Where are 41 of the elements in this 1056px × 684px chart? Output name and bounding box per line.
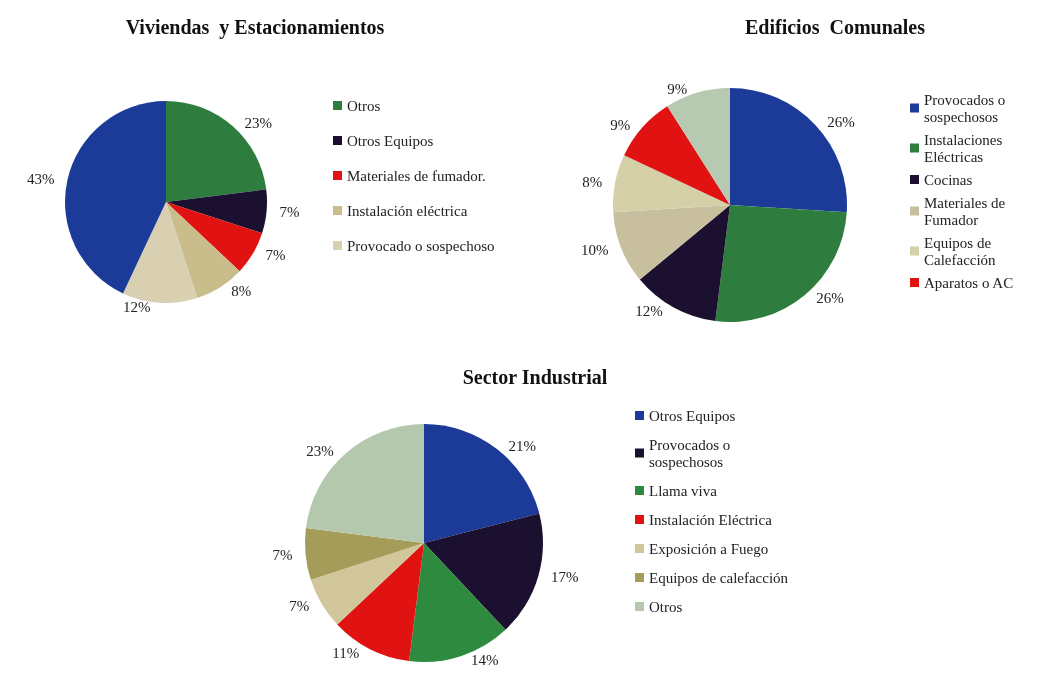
legend-label: Instalación Eléctrica bbox=[649, 511, 773, 528]
chart-title: Viviendas y Estacionamientos bbox=[125, 16, 385, 39]
data-label: 7% bbox=[272, 546, 293, 563]
data-label: 8% bbox=[231, 282, 252, 299]
data-label: 43% bbox=[27, 171, 55, 188]
legend-label: Otros bbox=[649, 598, 683, 615]
legend-label: Instalaciones Eléctricas bbox=[924, 131, 1007, 165]
data-label: 26% bbox=[816, 290, 844, 307]
legend-label: Otros Equipos bbox=[649, 407, 736, 424]
data-label: 23% bbox=[244, 115, 272, 132]
data-label: 10% bbox=[581, 241, 609, 258]
legend-label: Equipos de calefacción bbox=[649, 569, 789, 586]
data-label: 21% bbox=[508, 437, 536, 454]
legend-label: Aparatos o AC bbox=[924, 274, 1014, 291]
data-label: 14% bbox=[471, 651, 499, 668]
data-label: 26% bbox=[827, 114, 855, 131]
data-label: 17% bbox=[551, 569, 579, 586]
data-label: 12% bbox=[635, 303, 663, 320]
data-label: 8% bbox=[582, 174, 603, 191]
legend-label: Provocado o sospechoso bbox=[347, 237, 495, 254]
legend-label: Provocados o sospechosos bbox=[649, 436, 734, 470]
legend-label: Materiales de Fumador bbox=[924, 194, 1009, 228]
data-label: 11% bbox=[332, 644, 360, 661]
legend-label: Materiales de fumador. bbox=[347, 167, 486, 184]
data-label: 7% bbox=[265, 247, 286, 264]
legend-label: Llama viva bbox=[649, 482, 718, 499]
legend-label: Cocinas bbox=[924, 171, 973, 188]
legend-label: Equipos de Calefacción bbox=[924, 234, 997, 268]
legend-label: Instalación eléctrica bbox=[347, 202, 468, 219]
data-label: 9% bbox=[610, 116, 631, 133]
data-label: 7% bbox=[289, 597, 310, 614]
legend-label: Otros bbox=[347, 97, 381, 114]
data-label: 23% bbox=[306, 442, 334, 459]
legend-label: Exposición a Fuego bbox=[649, 540, 769, 557]
legend-label: Provocados o sospechosos bbox=[924, 91, 1009, 125]
data-label: 12% bbox=[122, 298, 151, 315]
chart-title: Sector Industrial bbox=[462, 366, 608, 388]
data-label: 9% bbox=[667, 80, 688, 97]
legend-label: Otros Equipos bbox=[347, 132, 434, 149]
chart-title: Edificios Comunales bbox=[744, 16, 926, 38]
data-label: 7% bbox=[279, 203, 300, 220]
